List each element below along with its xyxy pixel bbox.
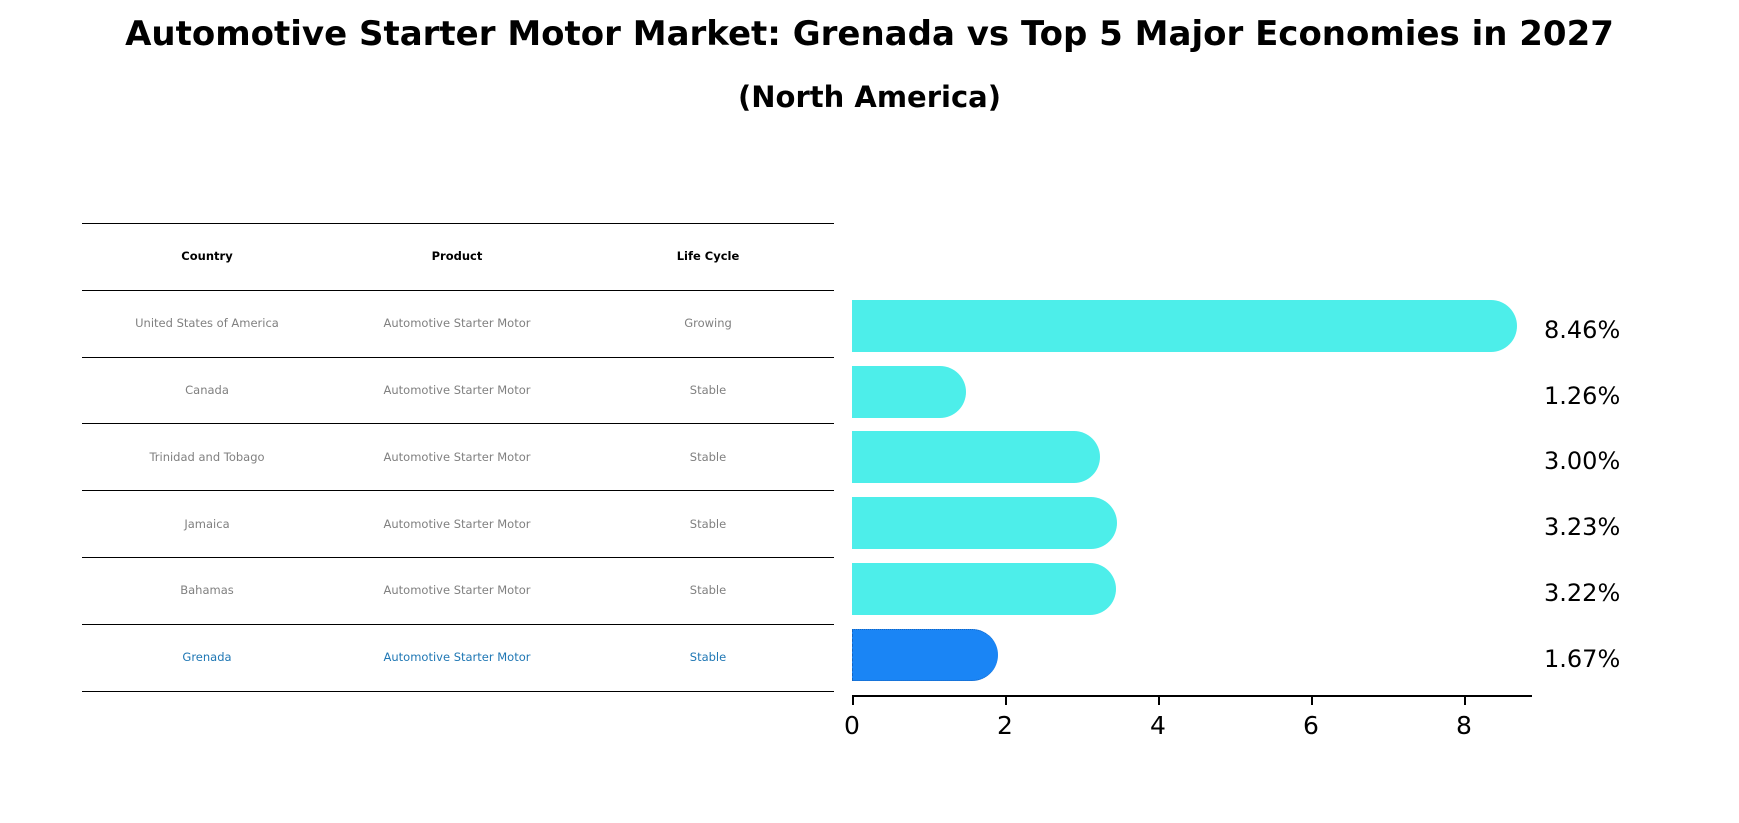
table-cell: Canada (185, 383, 229, 397)
x-tick (852, 697, 854, 705)
x-axis (852, 695, 1532, 697)
table-cell: Automotive Starter Motor (383, 583, 531, 598)
table-divider (82, 557, 834, 558)
value-label: 8.46% (1544, 316, 1621, 344)
table-divider (82, 356, 834, 358)
x-tick (1005, 697, 1007, 705)
x-tick-label: 2 (997, 711, 1013, 740)
table-divider (82, 289, 834, 291)
x-tick (1464, 697, 1466, 705)
bar-united-states-of-america (852, 300, 1518, 352)
table-divider (82, 423, 834, 425)
x-tick-label: 6 (1303, 711, 1319, 740)
bar-jamaica (852, 497, 1118, 550)
table-cell: United States of America (135, 316, 279, 331)
table-header: Life Cycle (676, 249, 740, 264)
table-cell: Automotive Starter Motor (383, 650, 531, 665)
table-cell: Growing (684, 316, 732, 331)
chart-subtitle: (North America) (738, 80, 1001, 114)
bar-chart: 8.46% 1.26% 3.00% 3.23% 3.22% 1.67% 0 2 4 6 8 (844, 223, 1620, 740)
table-divider (82, 223, 834, 224)
table-cell: Automotive Starter Motor (383, 516, 531, 531)
table-divider (82, 623, 834, 625)
table-cell: Grenada (182, 650, 232, 665)
table-cell: Trinidad and Tobago (149, 449, 265, 464)
table-cell: Stable (689, 383, 727, 397)
value-label: 3.22% (1544, 578, 1621, 607)
table-cell: Stable (689, 516, 727, 531)
table-divider (82, 490, 834, 492)
x-tick-label: 0 (844, 711, 860, 740)
table-cell: Automotive Starter Motor (383, 449, 531, 464)
table-cell: Stable (689, 650, 727, 665)
bar-bahamas (852, 562, 1117, 615)
x-tick-label: 4 (1150, 711, 1166, 740)
x-tick (1158, 697, 1160, 705)
table-cell: Stable (689, 449, 727, 464)
chart-title: Automotive Starter Motor Market: Grenada… (125, 14, 1614, 54)
table-cell: Automotive Starter Motor (383, 383, 531, 397)
table-header: Country (181, 249, 233, 264)
bar-canada (852, 365, 967, 418)
x-tick-label: 8 (1456, 711, 1472, 740)
table-divider (82, 690, 834, 692)
x-tick (1311, 697, 1313, 705)
value-label: 3.23% (1544, 513, 1621, 542)
bar-grenada (852, 628, 998, 681)
table-cell: Jamaica (184, 516, 230, 531)
table-cell: Bahamas (180, 583, 234, 598)
table-header: Product (431, 249, 483, 264)
table-cell: Stable (689, 583, 727, 598)
value-label: 1.67% (1544, 644, 1621, 673)
bar-trinidad-and-tobago (852, 431, 1100, 484)
table-cell: Automotive Starter Motor (383, 316, 531, 331)
value-label: 3.00% (1544, 447, 1621, 476)
value-label: 1.26% (1544, 381, 1621, 410)
